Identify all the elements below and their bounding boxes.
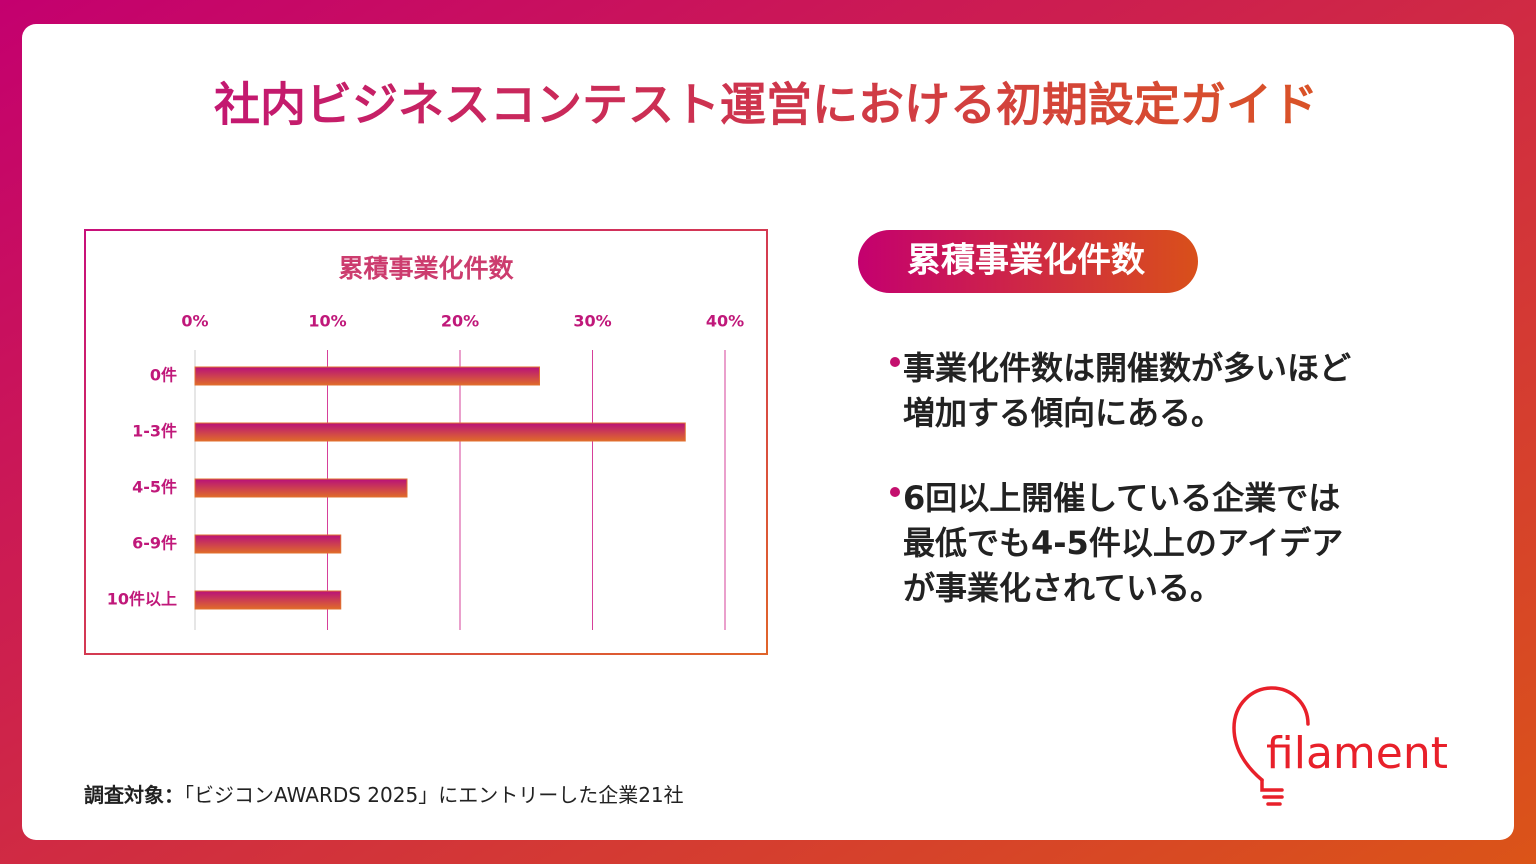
bar — [194, 422, 686, 442]
bullet-line: 増加する傾向にある。 — [903, 394, 1223, 432]
footer-text: 「ビジコンAWARDS 2025」にエントリーした企業21社 — [184, 783, 684, 807]
footer-label: 調査対象： — [84, 783, 184, 807]
bullet-dot — [890, 487, 900, 497]
x-tick-label: 20% — [441, 312, 479, 331]
logo — [1232, 686, 1310, 806]
chart-frame — [84, 229, 768, 655]
side-heading-pill — [858, 230, 1198, 293]
logo-text: filament — [1266, 728, 1448, 779]
side-heading: 累積事業化件数 — [907, 241, 1145, 281]
y-tick-label: 10件以上 — [107, 590, 177, 609]
x-tick-label: 10% — [308, 312, 346, 331]
slide-title: 社内ビジネスコンテスト運営における初期設定ガイド — [214, 78, 1318, 132]
logo-base — [1260, 778, 1284, 806]
x-tick-label: 0% — [181, 312, 208, 331]
bar — [194, 534, 342, 554]
bar — [194, 590, 342, 610]
y-tick-label: 6-9件 — [132, 534, 177, 553]
y-tick-label: 4-5件 — [132, 478, 177, 497]
y-tick-label: 1-3件 — [132, 422, 177, 441]
chart-title: 累積事業化件数 — [338, 254, 514, 283]
footer: 調査対象：「ビジコンAWARDS 2025」にエントリーした企業21社 — [84, 783, 684, 807]
bullet-line: 最低でも4-5件以上のアイデア — [903, 524, 1343, 562]
x-tick-label: 40% — [706, 312, 744, 331]
bar — [194, 366, 540, 386]
bullet-line: 事業化件数は開催数が多いほど — [903, 349, 1351, 387]
bullet-dot — [890, 357, 900, 367]
logo-bulb — [1232, 686, 1310, 782]
y-tick-label: 0件 — [150, 366, 177, 385]
x-tick-label: 30% — [573, 312, 611, 331]
bullet-line: 6回以上開催している企業では — [903, 479, 1340, 517]
bullet-line: が事業化されている。 — [903, 569, 1222, 607]
bar — [194, 478, 408, 498]
chart: 0% 10% 20% 30% 40% 0件 1-3件 4-5件 6-9件 10件以上 — [107, 312, 744, 630]
